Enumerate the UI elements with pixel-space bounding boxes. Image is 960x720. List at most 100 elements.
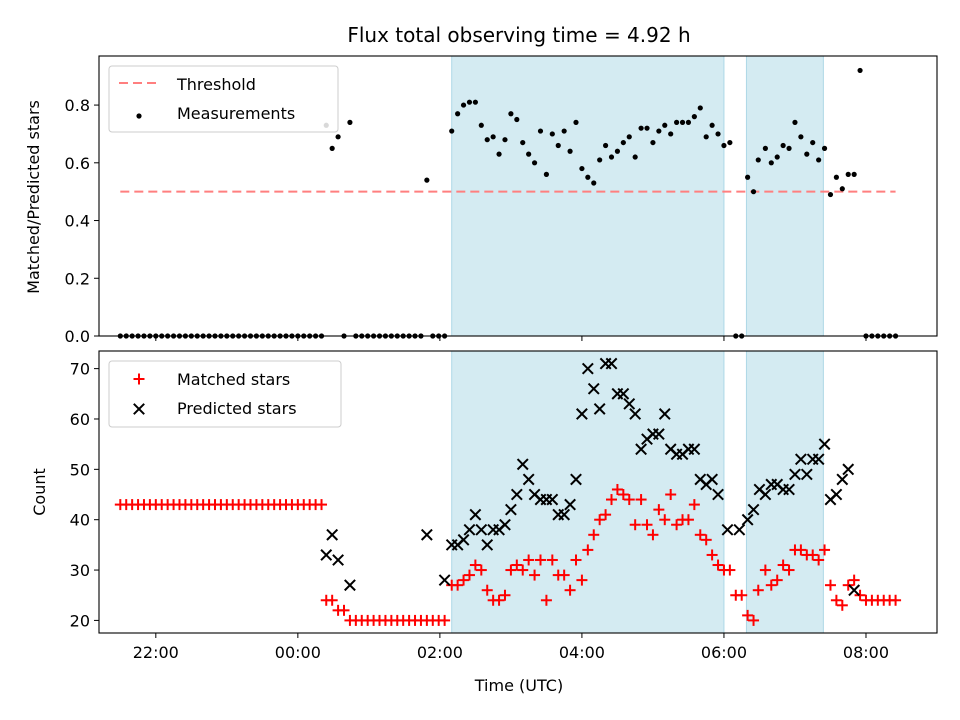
matched-point (493, 594, 505, 606)
x-stroke-b (617, 387, 630, 400)
x-stroke-b (623, 397, 636, 410)
predicted-point (794, 453, 807, 466)
measurement-point (792, 119, 798, 125)
matched-point (517, 564, 529, 576)
matched-point (706, 549, 718, 561)
measurement-point (750, 189, 757, 195)
measurement-point (496, 151, 502, 157)
matched-point (458, 574, 470, 586)
predicted-point (344, 579, 356, 592)
measurement-point (839, 186, 845, 192)
measurement-point (827, 191, 834, 198)
measurement-point (668, 131, 674, 137)
predicted-point (836, 473, 849, 486)
matched-point (439, 614, 451, 626)
predicted-point (706, 473, 719, 486)
x-stroke-b (420, 528, 433, 541)
matched-point (481, 584, 493, 596)
x-stroke-b (475, 523, 488, 536)
bottom-axes-frame (98, 350, 938, 634)
matched-point (452, 579, 464, 591)
matched-point (665, 489, 677, 501)
x-stroke-b (570, 473, 582, 486)
x-stroke-b (664, 443, 677, 456)
matched-point (813, 554, 825, 566)
y-tick-label: 0.2 (65, 269, 90, 288)
matched-point (594, 514, 606, 526)
measurement-point (650, 139, 656, 146)
predicted-point (320, 549, 333, 561)
predicted-point (469, 508, 482, 521)
legend-matched-label: Matched stars (177, 370, 290, 389)
matched-point (890, 594, 902, 606)
measurement-point (644, 125, 650, 131)
bottom-legend-box (108, 360, 342, 428)
top-legend: Threshold Measurements (108, 65, 339, 133)
x-stroke-b (771, 478, 784, 491)
x-stroke-b (438, 574, 451, 587)
x-stroke-b (504, 503, 517, 516)
legend-threshold-label: Threshold (176, 75, 256, 94)
x-stroke-b (712, 488, 724, 501)
x-stroke-b (794, 453, 807, 466)
matched-point (682, 514, 694, 526)
matched-point (540, 594, 552, 606)
x-stroke-b (842, 463, 855, 476)
measurement-point (608, 154, 615, 160)
matched-point (316, 499, 328, 511)
measurement-point (685, 119, 692, 125)
top-shaded-intervals (451, 55, 824, 337)
measurement-point (555, 142, 561, 149)
measurement-point (780, 142, 786, 149)
x-stroke-b (320, 549, 333, 561)
y-tick-label: 0.6 (65, 154, 90, 173)
x-stroke-b (558, 508, 571, 521)
measurement-point (755, 157, 761, 163)
top-y-ticks: 0.0 0.2 0.4 0.6 0.8 (65, 96, 99, 346)
legend-x-marker (133, 403, 145, 415)
matched-point (671, 519, 683, 531)
measurement-point (614, 148, 621, 154)
measurement-point (721, 142, 727, 149)
measurement-point (502, 137, 508, 143)
x-stroke-b (652, 428, 665, 440)
x-stroke-b (516, 458, 529, 471)
y-tick-label: 40 (70, 511, 90, 530)
predicted-point (629, 408, 642, 420)
predicted-point (516, 458, 529, 471)
legend-predicted-label: Predicted stars (177, 399, 297, 418)
matched-point (807, 549, 819, 561)
measurement-point (567, 148, 573, 154)
matched-point (752, 584, 764, 596)
matched-point (546, 554, 558, 566)
bottom-y-ticks: 20 30 40 50 60 70 (70, 360, 99, 630)
measurement-point (745, 174, 751, 180)
measurement-point (662, 122, 668, 128)
x-stroke-b (576, 408, 588, 420)
shaded-interval (451, 55, 725, 337)
x-stroke-b (830, 488, 843, 501)
x-stroke-b (326, 528, 339, 541)
matched-point (529, 569, 541, 581)
x-stroke-b (694, 473, 707, 486)
x-stroke-b (581, 362, 594, 375)
predicted-point (420, 528, 433, 541)
matched-point (765, 579, 777, 591)
legend-predicted-swatch (133, 403, 145, 415)
matched-point (576, 574, 588, 586)
predicted-point (712, 488, 724, 501)
y-tick-label: 0.4 (65, 212, 90, 231)
measurement-point (591, 180, 597, 186)
y-tick-label: 0.8 (65, 96, 90, 115)
chart-title: Flux total observing time = 4.92 h (347, 23, 690, 47)
x-stroke-b (463, 523, 476, 536)
measurement-point (786, 145, 792, 151)
predicted-point (848, 584, 861, 597)
matched-point (623, 494, 635, 506)
matched-point (338, 604, 350, 616)
x-stroke-b (457, 533, 470, 546)
matched-point (736, 589, 748, 601)
x-tick-label: 00:00 (275, 643, 321, 662)
measurement-point (620, 139, 626, 146)
top-y-axis-label: Matched/Predicted stars (24, 100, 43, 294)
